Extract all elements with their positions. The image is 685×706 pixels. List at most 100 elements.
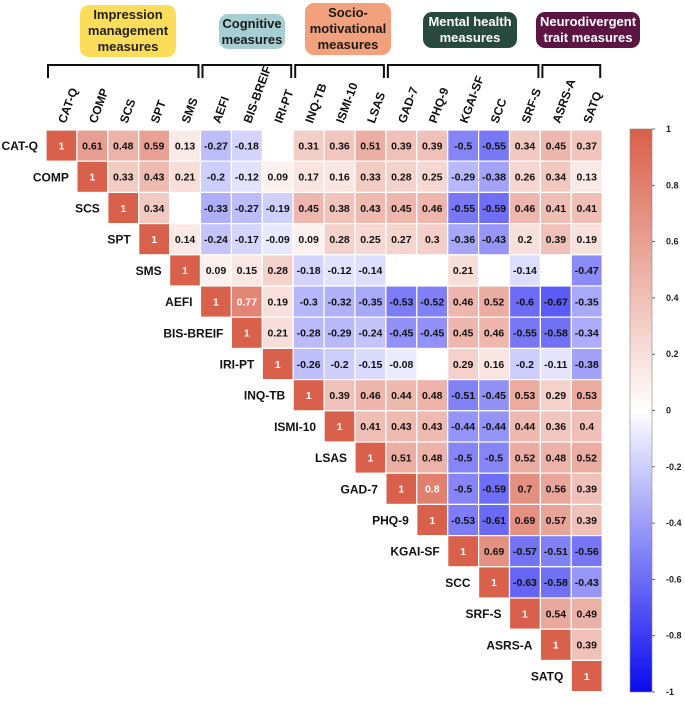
colorbar-tick-label--0.4: -0.4 bbox=[666, 518, 682, 528]
cell-value-PHQ-9-PHQ-9: 1 bbox=[429, 515, 435, 527]
cell-value-ISMI-10-SATQ: 0.4 bbox=[579, 421, 594, 433]
cell-SATQ-SATQ bbox=[570, 659, 603, 693]
cell-value-SMS-KGAI-SF: 0.21 bbox=[453, 265, 474, 277]
cell-value-AEFI-SRF-S: -0.6 bbox=[516, 296, 534, 308]
cell-PHQ-9-SCC bbox=[478, 503, 511, 537]
cell-value-SCS-SRF-S: 0.46 bbox=[515, 203, 536, 215]
row-label-KGAI-SF: KGAI-SF bbox=[390, 545, 439, 559]
cell-value-ISMI-10-KGAI-SF: -0.44 bbox=[451, 421, 475, 433]
colorbar-tick-label-0.2: 0.2 bbox=[666, 349, 679, 359]
cell-value-AEFI-LSAS: -0.35 bbox=[358, 296, 382, 308]
cell-value-SCS-KGAI-SF: -0.55 bbox=[451, 203, 475, 215]
cell-value-PHQ-9-SCC: -0.61 bbox=[482, 515, 506, 527]
cell-value-COMP-IRI-PT: 0.09 bbox=[268, 172, 289, 184]
cell-value-BIS-BREIF-GAD-7: -0.45 bbox=[389, 328, 413, 340]
cell-SPT-ASRS-A bbox=[539, 223, 572, 256]
cell-COMP-COMP bbox=[76, 160, 109, 193]
cell-SPT-SATQ bbox=[570, 223, 603, 256]
cell-value-PHQ-9-SRF-S: 0.69 bbox=[515, 515, 536, 527]
cell-value-CAT-Q-AEFI: -0.27 bbox=[204, 140, 228, 152]
cell-value-IRI-PT-SRF-S: -0.2 bbox=[516, 359, 534, 371]
row-label-PHQ-9: PHQ-9 bbox=[372, 514, 409, 528]
row-label-SCS: SCS bbox=[75, 202, 100, 216]
cell-INQ-TB-SATQ bbox=[570, 379, 603, 412]
cell-value-SPT-GAD-7: 0.27 bbox=[391, 234, 412, 246]
cell-value-LSAS-SATQ: 0.52 bbox=[577, 452, 598, 464]
cell-value-BIS-BREIF-ISMI-10: -0.29 bbox=[328, 328, 352, 340]
cell-value-CAT-Q-SCS: 0.48 bbox=[113, 140, 134, 152]
cell-SCC-SCC bbox=[478, 566, 511, 599]
row-label-ASRS-A: ASRS-A bbox=[486, 638, 532, 652]
cell-AEFI-SATQ bbox=[570, 285, 603, 318]
cell-value-SCC-SRF-S: -0.63 bbox=[513, 577, 537, 589]
cell-value-IRI-PT-ISMI-10: -0.2 bbox=[331, 359, 349, 371]
cell-value-BIS-BREIF-BIS-BREIF: 1 bbox=[244, 328, 250, 340]
cell-SCS-IRI-PT bbox=[261, 191, 294, 225]
cell-value-COMP-INQ-TB: 0.17 bbox=[298, 172, 319, 184]
row-label-SPT: SPT bbox=[107, 233, 131, 247]
cell-ISMI-10-KGAI-SF bbox=[447, 410, 480, 443]
column-label-SMS: SMS bbox=[179, 96, 201, 125]
cell-value-COMP-SPT: 0.43 bbox=[144, 172, 165, 184]
cell-PHQ-9-ASRS-A bbox=[539, 503, 572, 537]
cell-AEFI-ISMI-10 bbox=[323, 285, 356, 318]
cell-SMS-IRI-PT bbox=[261, 254, 294, 287]
cell-value-SCS-LSAS: 0.43 bbox=[360, 203, 381, 215]
cell-value-SPT-SRF-S: 0.2 bbox=[518, 234, 533, 246]
group-bracket-2 bbox=[294, 64, 385, 78]
cell-value-COMP-SCS: 0.33 bbox=[113, 172, 134, 184]
cell-value-PHQ-9-KGAI-SF: -0.53 bbox=[451, 515, 475, 527]
cell-value-SMS-SMS: 1 bbox=[182, 265, 188, 277]
cell-value-SCS-SCC: -0.59 bbox=[482, 203, 506, 215]
cell-value-SCC-SCC: 1 bbox=[491, 577, 497, 589]
cell-value-SPT-SATQ: 0.19 bbox=[577, 234, 598, 246]
cell-ASRS-A-ASRS-A bbox=[539, 628, 572, 662]
cell-value-COMP-SATQ: 0.13 bbox=[577, 172, 598, 184]
row-label-SATQ: SATQ bbox=[531, 670, 563, 684]
cell-value-KGAI-SF-SATQ: -0.56 bbox=[575, 546, 599, 558]
row-label-SMS: SMS bbox=[136, 264, 162, 278]
colorbar-tick-label--0.2: -0.2 bbox=[666, 462, 682, 472]
cell-IRI-PT-INQ-TB bbox=[292, 347, 325, 381]
cell-value-SPT-KGAI-SF: -0.36 bbox=[451, 234, 475, 246]
cell-value-INQ-TB-GAD-7: 0.44 bbox=[391, 390, 412, 402]
cell-value-INQ-TB-ASRS-A: 0.29 bbox=[546, 390, 567, 402]
group-bracket-3 bbox=[386, 64, 540, 78]
cell-value-LSAS-SCC: -0.5 bbox=[485, 452, 503, 464]
cell-value-ISMI-10-GAD-7: 0.43 bbox=[391, 421, 412, 433]
cell-value-AEFI-ASRS-A: -0.67 bbox=[544, 296, 568, 308]
colorbar-tick-label--0.8: -0.8 bbox=[666, 631, 682, 641]
cell-value-IRI-PT-LSAS: -0.15 bbox=[358, 359, 382, 371]
cell-value-CAT-Q-SPT: 0.59 bbox=[144, 140, 165, 152]
cell-value-SCS-ISMI-10: 0.38 bbox=[329, 203, 350, 215]
cell-value-LSAS-LSAS: 1 bbox=[368, 452, 374, 464]
cell-CAT-Q-SCS bbox=[107, 129, 140, 162]
cell-SCS-PHQ-9 bbox=[416, 191, 449, 225]
colorbar-tick-label-0.4: 0.4 bbox=[666, 293, 679, 303]
cell-SCS-SCC bbox=[478, 191, 511, 225]
cell-value-CAT-Q-INQ-TB: 0.31 bbox=[298, 140, 319, 152]
cell-BIS-BREIF-PHQ-9 bbox=[416, 316, 449, 350]
cell-value-CAT-Q-PHQ-9: 0.39 bbox=[422, 140, 443, 152]
cell-value-CAT-Q-CAT-Q: 1 bbox=[59, 140, 65, 152]
cell-value-PHQ-9-SATQ: 0.39 bbox=[577, 515, 598, 527]
cell-value-CAT-Q-SMS: 0.13 bbox=[175, 140, 196, 152]
cell-SPT-PHQ-9 bbox=[416, 223, 449, 256]
cell-SPT-AEFI bbox=[199, 223, 232, 256]
cell-value-SMS-LSAS: -0.14 bbox=[358, 265, 382, 277]
cell-value-INQ-TB-SCC: -0.45 bbox=[482, 390, 506, 402]
cell-value-COMP-AEFI: -0.2 bbox=[207, 172, 225, 184]
cell-value-CAT-Q-BIS-BREIF: -0.18 bbox=[235, 140, 259, 152]
cell-value-GAD-7-SRF-S: 0.7 bbox=[518, 484, 533, 496]
cell-value-CAT-Q-SRF-S: 0.34 bbox=[515, 140, 536, 152]
cell-IRI-PT-IRI-PT bbox=[261, 347, 294, 381]
cell-value-SMS-BIS-BREIF: 0.15 bbox=[237, 265, 258, 277]
cell-value-INQ-TB-LSAS: 0.46 bbox=[360, 390, 381, 402]
cell-value-INQ-TB-ISMI-10: 0.39 bbox=[329, 390, 350, 402]
cell-value-AEFI-ISMI-10: -0.32 bbox=[328, 296, 352, 308]
cell-SCS-SCS bbox=[107, 191, 140, 225]
cell-value-COMP-GAD-7: 0.28 bbox=[391, 172, 412, 184]
group-brackets bbox=[47, 64, 602, 78]
